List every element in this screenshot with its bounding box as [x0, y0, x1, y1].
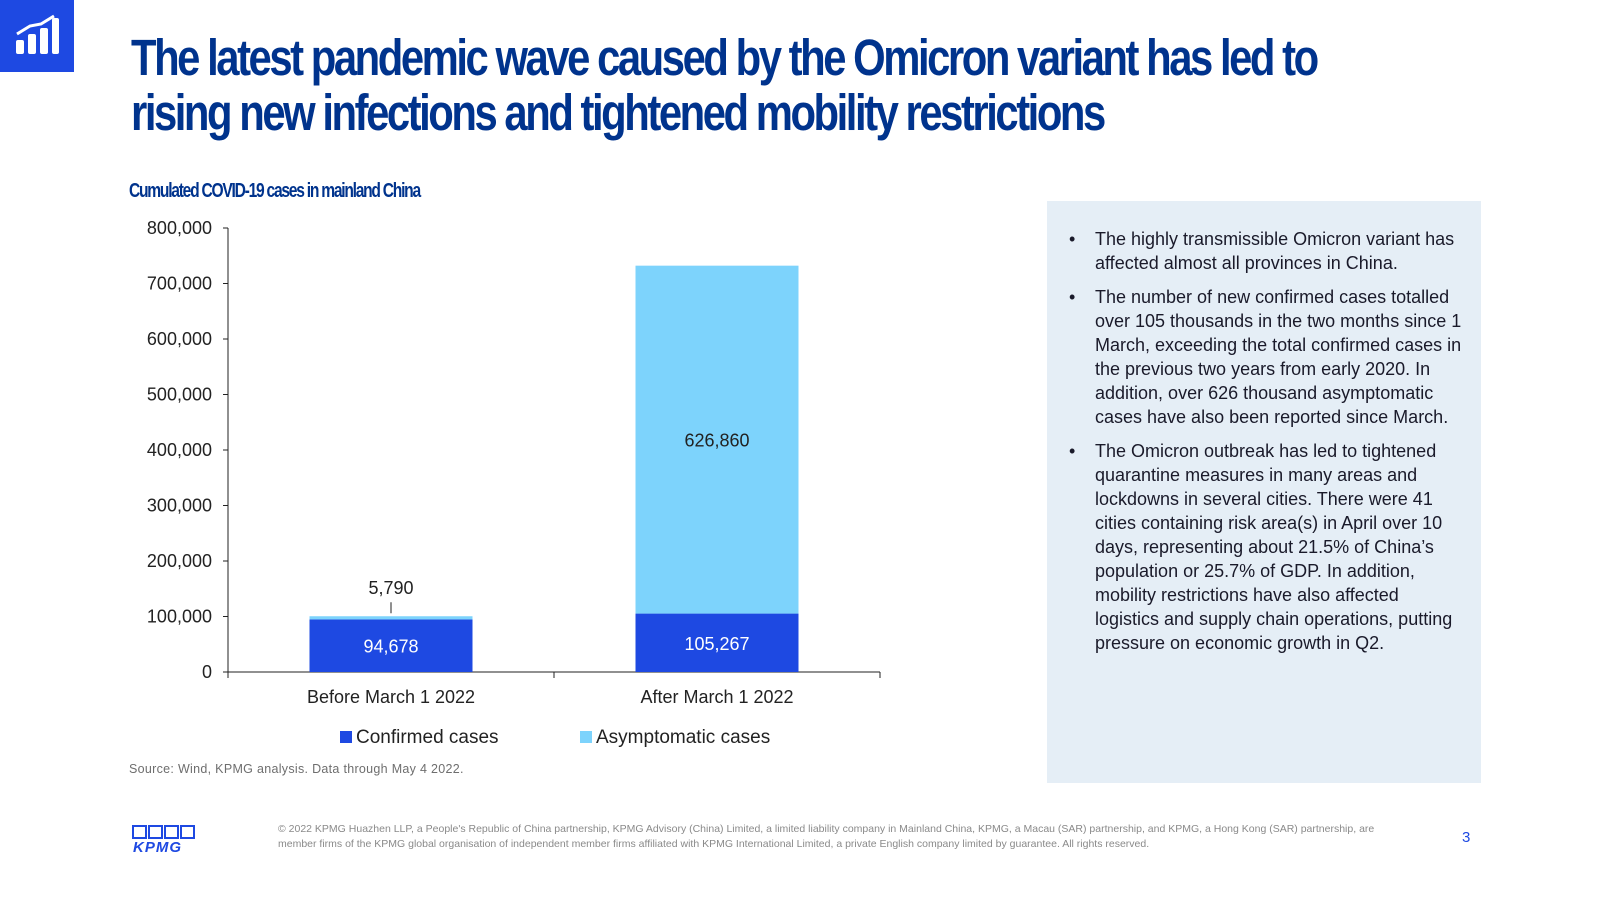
bar-asymptomatic [635, 265, 799, 614]
kpmg-logo-text: KPMG [133, 839, 182, 853]
key-point-item: • The highly transmissible Omicron varian… [1069, 227, 1467, 275]
data-label-asymptomatic: 626,860 [684, 431, 749, 451]
bar-chart-growth-icon [16, 14, 59, 54]
y-tick-label: 0 [202, 662, 212, 682]
copyright-notice: © 2022 KPMG Huazhen LLP, a People's Repu… [278, 823, 1375, 850]
x-tick-label: After March 1 2022 [640, 687, 793, 707]
legend-label-confirmed: Confirmed cases [356, 727, 499, 748]
data-label-asymptomatic: 5,790 [368, 578, 413, 598]
y-tick-label: 400,000 [147, 440, 212, 460]
key-point-text: The highly transmissible Omicron variant… [1095, 229, 1455, 273]
bar-confirmed [309, 619, 473, 672]
legend-swatch-confirmed [340, 731, 352, 743]
data-label-confirmed: 105,267 [684, 634, 749, 654]
x-tick-label: Before March 1 2022 [307, 687, 475, 707]
legend-swatch-asymptomatic [580, 731, 592, 743]
key-point-text: The number of new confirmed cases totall… [1095, 287, 1462, 427]
y-tick-label: 500,000 [147, 385, 212, 405]
legend-item-asymptomatic: Asymptomatic cases [580, 727, 770, 749]
y-tick-label: 800,000 [147, 218, 212, 238]
corner-badge [0, 0, 74, 72]
page-title-line2: rising new infections and tightened mobi… [131, 84, 1106, 141]
key-points-list: • The highly transmissible Omicron varian… [1069, 227, 1467, 655]
kpmg-logo: KPMG [132, 825, 196, 858]
key-point-text: The Omicron outbreak has led to tightene… [1095, 441, 1453, 653]
source-note: Source: Wind, KPMG analysis. Data throug… [129, 762, 464, 776]
page-title-line1: The latest pandemic wave caused by the O… [131, 29, 1319, 86]
y-tick-label: 700,000 [147, 274, 212, 294]
stacked-bar-chart: 0 100,000 200,000 300,000 400,000 500,000 600,… [147, 218, 881, 707]
legend-item-confirmed: Confirmed cases [340, 727, 499, 749]
key-points-panel: • The highly transmissible Omicron varian… [1047, 201, 1481, 783]
bullet-icon: • [1069, 229, 1076, 249]
bullet-icon: • [1069, 287, 1076, 307]
key-point-item: • The number of new confirmed cases total… [1069, 285, 1467, 429]
y-tick-label: 300,000 [147, 496, 212, 516]
page-number: 3 [1462, 829, 1471, 846]
bullet-icon: • [1069, 441, 1076, 461]
bar-confirmed [635, 613, 799, 672]
y-tick-label: 100,000 [147, 607, 212, 627]
page-title: The latest pandemic wave caused by the O… [131, 29, 1319, 141]
chart-title: Cumulated COVID-19 cases in mainland Chi… [129, 180, 421, 202]
legend-label-asymptomatic: Asymptomatic cases [596, 727, 771, 748]
y-tick-label: 200,000 [147, 551, 212, 571]
key-point-item: • The Omicron outbreak has led to tighten… [1069, 439, 1467, 655]
bar-asymptomatic [309, 616, 473, 620]
data-label-confirmed: 94,678 [363, 637, 418, 657]
y-tick-label: 600,000 [147, 329, 212, 349]
